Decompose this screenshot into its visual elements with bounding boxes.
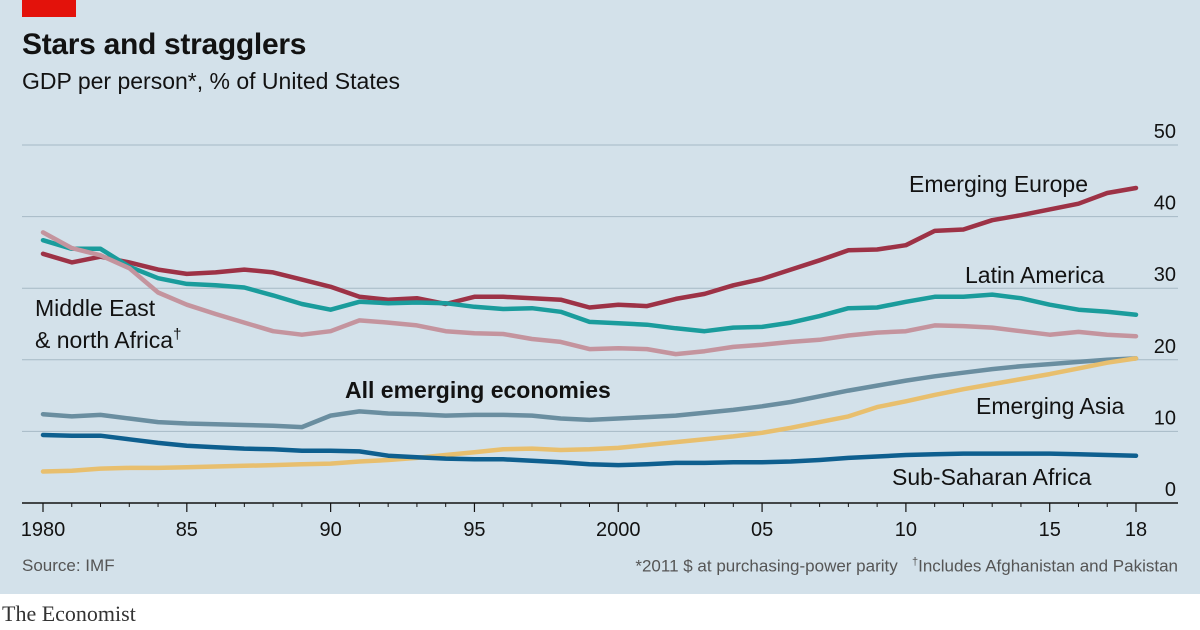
x-tick-label-85: 85	[176, 519, 198, 541]
x-tick-label-18: 18	[1125, 519, 1147, 541]
series-line-emerging_europe	[40, 185, 1139, 310]
label-latin-america: Latin America	[965, 262, 1105, 288]
x-tick-label-15: 15	[1039, 519, 1061, 541]
y-tick-label-30: 30	[1154, 264, 1176, 286]
series-line-latin_america	[40, 237, 1139, 334]
series-labels: Emerging Europe Latin America Middle Eas…	[35, 171, 1125, 490]
gridlines	[22, 144, 1178, 432]
y-tick-label-10: 10	[1154, 407, 1176, 429]
label-all-emerging: All emerging economies	[345, 377, 611, 403]
series-line-emerging_asia	[40, 356, 1139, 474]
y-tick-label-0: 0	[1165, 479, 1176, 501]
y-tick-label-40: 40	[1154, 193, 1176, 215]
label-mena-line2: & north Africa†	[35, 326, 181, 353]
y-tick-label-20: 20	[1154, 336, 1176, 358]
x-tick-label-90: 90	[320, 519, 342, 541]
label-emerging-asia: Emerging Asia	[976, 393, 1125, 419]
label-mena-line1: Middle East	[35, 295, 156, 321]
x-tick-label-05: 05	[751, 519, 773, 541]
chart-subtitle: GDP per person*, % of United States	[22, 68, 400, 94]
series-line-sub_saharan_africa	[40, 432, 1139, 468]
y-tick-label-50: 50	[1154, 121, 1176, 143]
footnote-ppp: *2011 $ at purchasing-power parity	[635, 556, 898, 576]
footnotes: *2011 $ at purchasing-power parity †Incl…	[635, 556, 1178, 577]
brand-red-tag	[22, 0, 76, 17]
y-axis-ticks: 0 10 20 30 40 50	[1154, 121, 1176, 501]
mena-dagger: †	[173, 326, 181, 343]
footnote-dagger: †	[911, 556, 919, 568]
x-tick-label-2000: 2000	[596, 519, 641, 541]
chart-title: Stars and stragglers	[22, 28, 307, 61]
x-tick-label-1980: 1980	[21, 519, 66, 541]
series-line-mena	[40, 230, 1139, 357]
label-emerging-europe: Emerging Europe	[909, 171, 1088, 197]
x-tick-label-95: 95	[463, 519, 485, 541]
series-line-all_emerging	[40, 356, 1139, 430]
x-tick-label-10: 10	[895, 519, 917, 541]
label-sub-saharan-africa: Sub-Saharan Africa	[892, 464, 1092, 490]
x-axis: 1980 85 90 95 2000 05 10 15 18	[21, 502, 1178, 541]
footnote-afghanistan: Includes Afghanistan and Pakistan	[918, 556, 1178, 576]
source-note: Source: IMF	[22, 556, 115, 575]
line-chart: 0 10 20 30 40 50 1980 85 90 95 2000 05 10 15 18 Emerg…	[21, 121, 1178, 541]
series-lines	[40, 185, 1139, 474]
economist-logo: The Economist	[2, 601, 136, 626]
